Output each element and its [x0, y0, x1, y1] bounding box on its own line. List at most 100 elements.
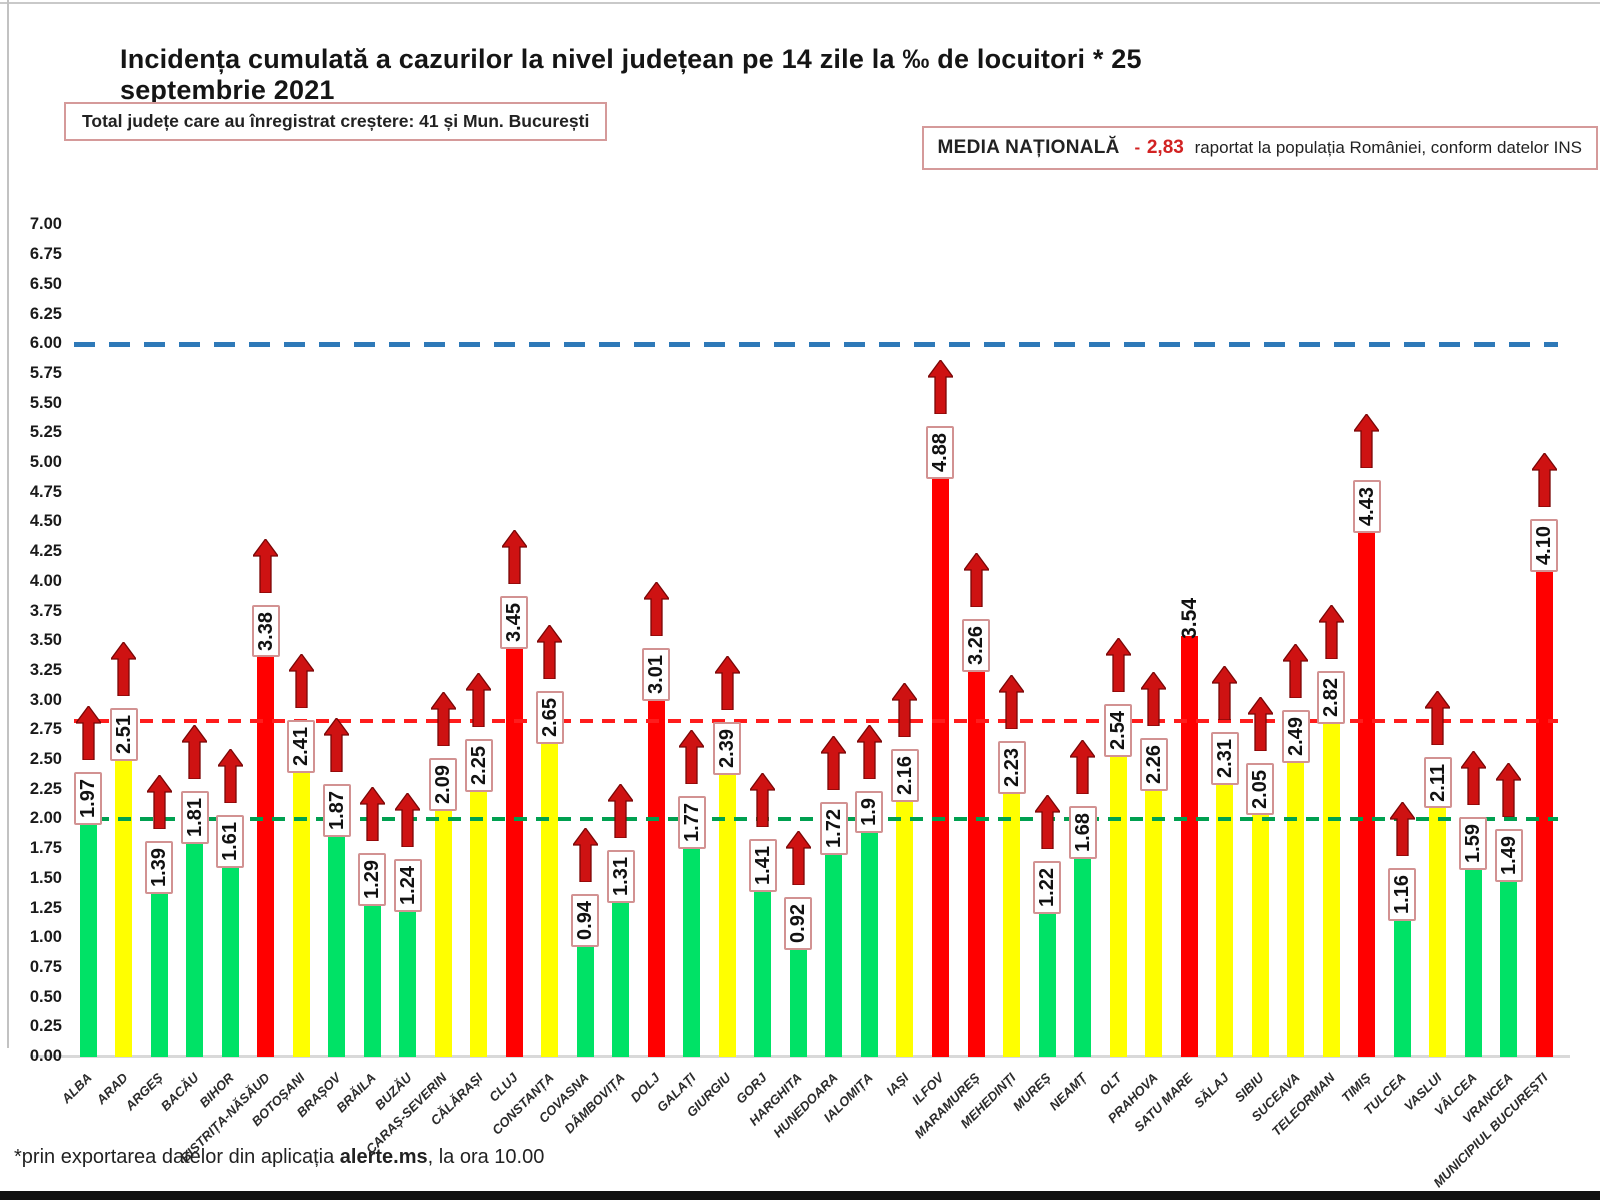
- bar-value-label: 3.54: [1177, 597, 1201, 639]
- increase-arrow-icon: [535, 624, 564, 684]
- value-stack-dambovita: 1.31: [591, 783, 651, 904]
- value-stack-cluj: 3.45: [484, 529, 544, 650]
- value-stack-bistrita-nasaud: 3.38: [236, 537, 296, 658]
- value-label-box: 1.59: [1459, 817, 1488, 871]
- bar-teleorman: [1322, 721, 1340, 1057]
- value-stack-calarasi: 2.25: [449, 671, 509, 792]
- value-stack-covasna: 0.94: [555, 827, 615, 948]
- value-stack-maramures: 3.26: [946, 551, 1006, 672]
- value-stack-ilfov: 4.88: [910, 359, 970, 480]
- national-average-value: 2,83: [1146, 137, 1184, 158]
- y-tick-label: 6.25: [29, 304, 62, 323]
- bar-braila: [363, 903, 381, 1057]
- bar-ialomita: [860, 831, 878, 1057]
- bar-dambovita: [612, 901, 630, 1057]
- bar-value-label: 0.92: [787, 903, 810, 943]
- y-tick-label: 7.00: [29, 215, 62, 234]
- y-tick-label: 0.75: [29, 957, 62, 976]
- value-label-box: 1.97: [74, 772, 102, 825]
- bar-neamt: [1074, 857, 1092, 1057]
- value-label-box: 4.10: [1530, 518, 1559, 572]
- increase-arrow-icon: [642, 581, 671, 641]
- footer-prefix: *prin exportarea datelor din aplicația: [14, 1146, 340, 1168]
- increase-arrow-icon: [1068, 739, 1097, 799]
- bar-salaj: [1216, 782, 1234, 1057]
- bar-arges: [150, 891, 168, 1057]
- increase-arrow-icon: [1139, 670, 1168, 731]
- total-counties-box: Total județe care au înregistrat creșter…: [64, 102, 608, 141]
- increase-arrow-icon: [784, 829, 813, 890]
- bar-sibiu: [1251, 813, 1269, 1057]
- reference-line-upper-threshold: [74, 341, 1558, 347]
- increase-arrow-icon: [1246, 695, 1274, 756]
- value-stack-municipiul-bucuresti: 4.10: [1514, 451, 1574, 572]
- increase-arrow-icon: [571, 827, 600, 887]
- increase-arrow-icon: [1388, 801, 1417, 861]
- value-stack-bihor: 1.61: [200, 747, 260, 868]
- value-label-box: 1.68: [1068, 806, 1097, 860]
- bar-brasov: [328, 834, 346, 1057]
- increase-arrow-icon: [678, 728, 706, 789]
- y-tick-label: 4.50: [29, 512, 62, 531]
- value-label-box: 1.9: [855, 791, 884, 834]
- bar-buzau: [399, 909, 417, 1057]
- bar-caras-severin: [434, 808, 452, 1057]
- bar-value-label: 3.38: [254, 611, 277, 651]
- increase-arrow-icon: [74, 704, 102, 765]
- bar-value-label: 3.01: [645, 655, 668, 695]
- bar-value-label: 2.05: [1249, 769, 1272, 809]
- y-tick-label: 1.75: [29, 839, 62, 858]
- value-stack-caras-severin: 2.09: [413, 690, 473, 811]
- bar-covasna: [576, 945, 594, 1057]
- value-label-box: 2.54: [1104, 704, 1133, 758]
- value-stack-prahova: 2.26: [1124, 670, 1184, 791]
- value-stack-vaslui: 2.11: [1408, 689, 1468, 809]
- increase-arrow-icon: [1352, 412, 1381, 473]
- increase-arrow-icon: [1459, 750, 1488, 810]
- value-label-box: 1.81: [180, 791, 209, 844]
- bar-hunedoara: [825, 852, 843, 1057]
- bar-municipiul-bucuresti: [1535, 569, 1553, 1057]
- value-label-box: 4.43: [1352, 479, 1381, 533]
- top-border-line: [0, 2, 1600, 4]
- increase-arrow-icon: [713, 655, 742, 715]
- value-stack-timis: 4.43: [1337, 412, 1397, 533]
- bar-gorj: [754, 889, 772, 1057]
- y-tick-label: 6.50: [29, 274, 62, 293]
- value-stack-tulcea: 1.16: [1372, 801, 1432, 922]
- value-label-box: 1.41: [748, 838, 777, 892]
- value-stack-buzau: 1.24: [378, 791, 438, 912]
- bar-cluj: [505, 647, 523, 1057]
- footer-note: *prin exportarea datelor din aplicația a…: [14, 1146, 544, 1169]
- value-label-box: 1.16: [1388, 868, 1417, 922]
- bar-value-label: 1.68: [1071, 813, 1094, 853]
- bar-value-label: 2.82: [1320, 678, 1343, 717]
- y-tick-label: 2.75: [29, 720, 62, 739]
- national-average-box: MEDIA NAȚIONALĂ - 2,83 raportat la popul…: [921, 126, 1598, 170]
- increase-arrow-icon: [962, 551, 990, 612]
- value-label-box: 2.11: [1423, 756, 1452, 809]
- value-label-box: 0.94: [571, 894, 600, 948]
- y-tick-label: 1.00: [29, 928, 62, 947]
- bar-iasi: [896, 800, 914, 1057]
- increase-arrow-icon: [1033, 794, 1061, 854]
- increase-arrow-icon: [358, 785, 386, 846]
- bar-vaslui: [1429, 806, 1447, 1057]
- national-average-separator: -: [1134, 138, 1141, 157]
- bar-value-label: 2.65: [538, 698, 561, 738]
- increase-arrow-icon: [1210, 664, 1239, 725]
- y-tick-label: 3.00: [29, 690, 62, 709]
- value-stack-sibiu: 2.05: [1230, 695, 1290, 816]
- bar-bistrita-nasaud: [257, 655, 275, 1057]
- value-stack-hunedoara: 1.72: [804, 734, 864, 855]
- value-label-box: 2.26: [1139, 737, 1168, 791]
- bar-value-label: 1.39: [148, 847, 171, 887]
- y-tick-label: 2.00: [29, 809, 62, 828]
- bar-value-label: 1.61: [219, 821, 242, 861]
- y-tick-label: 6.75: [29, 245, 62, 264]
- value-stack-iasi: 2.16: [875, 682, 935, 803]
- increase-arrow-icon: [1317, 603, 1345, 664]
- increase-arrow-icon: [109, 640, 138, 701]
- bar-value-label: 2.26: [1142, 744, 1165, 784]
- bar-satu-mare: [1180, 636, 1198, 1057]
